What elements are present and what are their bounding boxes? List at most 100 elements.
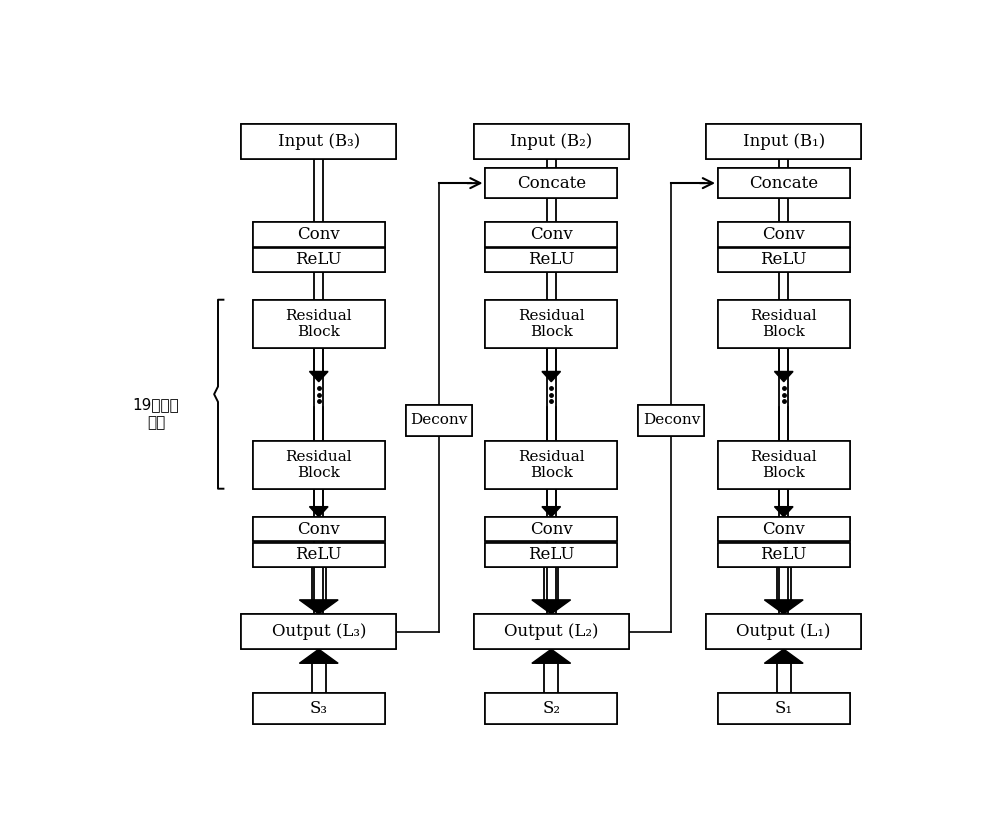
Bar	[718, 441, 850, 489]
Bar	[253, 300, 385, 348]
Bar	[706, 614, 861, 649]
Bar	[253, 517, 385, 542]
Bar	[485, 441, 617, 489]
Text: Conv: Conv	[297, 521, 340, 537]
Bar	[706, 614, 861, 649]
Bar	[485, 517, 617, 542]
Text: ReLU: ReLU	[528, 546, 574, 563]
Bar	[718, 517, 850, 542]
Text: Residual
Block: Residual Block	[285, 450, 352, 480]
Text: Concate: Concate	[749, 175, 818, 191]
Text: ReLU: ReLU	[296, 251, 342, 269]
Bar	[718, 441, 850, 489]
Text: Output (L₃): Output (L₃)	[272, 623, 366, 640]
Bar	[638, 405, 704, 435]
Polygon shape	[764, 649, 803, 663]
Text: Input (B₂): Input (B₂)	[510, 133, 592, 150]
Text: Input (B₃): Input (B₃)	[278, 133, 360, 150]
Bar	[485, 248, 617, 272]
Bar	[474, 124, 629, 159]
Text: Residual
Block: Residual Block	[750, 309, 817, 339]
Text: S₃: S₃	[310, 700, 328, 717]
Bar	[253, 222, 385, 246]
Polygon shape	[309, 371, 328, 382]
Bar	[253, 542, 385, 567]
Text: Output (L₂): Output (L₂)	[504, 623, 598, 640]
Text: ReLU: ReLU	[296, 251, 342, 269]
Bar	[718, 300, 850, 348]
Bar	[485, 300, 617, 348]
Polygon shape	[764, 600, 803, 614]
Bar	[718, 248, 850, 272]
Bar	[474, 614, 629, 649]
Bar	[241, 614, 396, 649]
Bar	[241, 614, 396, 649]
Polygon shape	[542, 507, 561, 517]
Bar	[718, 542, 850, 567]
Text: Residual
Block: Residual Block	[750, 309, 817, 339]
Bar	[485, 542, 617, 567]
Bar	[253, 441, 385, 489]
Text: Conv: Conv	[297, 225, 340, 243]
Bar	[253, 517, 385, 542]
Text: ReLU: ReLU	[528, 251, 574, 269]
Text: Concate: Concate	[749, 175, 818, 191]
Polygon shape	[299, 600, 338, 614]
Text: Residual
Block: Residual Block	[750, 450, 817, 480]
Text: ReLU: ReLU	[528, 546, 574, 563]
Bar	[718, 222, 850, 246]
Text: Residual
Block: Residual Block	[518, 450, 585, 480]
Bar	[253, 693, 385, 724]
Polygon shape	[774, 507, 793, 517]
Bar	[718, 168, 850, 199]
Text: Output (L₂): Output (L₂)	[504, 623, 598, 640]
Text: Residual
Block: Residual Block	[750, 450, 817, 480]
Bar	[485, 693, 617, 724]
Bar	[253, 248, 385, 272]
Bar	[485, 222, 617, 246]
Bar	[485, 222, 617, 246]
Bar	[706, 124, 861, 159]
Text: Output (L₁): Output (L₁)	[736, 623, 831, 640]
Text: Residual
Block: Residual Block	[518, 309, 585, 339]
Bar	[718, 300, 850, 348]
Bar	[253, 222, 385, 246]
Text: Conv: Conv	[297, 225, 340, 243]
Text: ReLU: ReLU	[296, 546, 342, 563]
Bar	[253, 441, 385, 489]
Text: Deconv: Deconv	[410, 414, 468, 427]
Bar	[253, 542, 385, 567]
Text: Conv: Conv	[530, 225, 573, 243]
Text: Input (B₁): Input (B₁)	[743, 133, 825, 150]
Text: ReLU: ReLU	[761, 546, 807, 563]
Text: Conv: Conv	[530, 521, 573, 537]
Polygon shape	[542, 371, 561, 382]
Text: S₁: S₁	[775, 700, 793, 717]
Polygon shape	[299, 649, 338, 663]
Bar	[241, 124, 396, 159]
Bar	[474, 614, 629, 649]
Text: ReLU: ReLU	[761, 251, 807, 269]
Bar	[718, 222, 850, 246]
Bar	[718, 168, 850, 199]
Bar	[485, 300, 617, 348]
Text: Input (B₁): Input (B₁)	[743, 133, 825, 150]
Text: Residual
Block: Residual Block	[285, 309, 352, 339]
Bar	[485, 693, 617, 724]
Polygon shape	[774, 371, 793, 382]
Bar	[485, 168, 617, 199]
Bar	[241, 124, 396, 159]
Bar	[253, 248, 385, 272]
Text: Residual
Block: Residual Block	[518, 309, 585, 339]
Bar	[485, 168, 617, 199]
Text: Residual
Block: Residual Block	[285, 309, 352, 339]
Text: Deconv: Deconv	[643, 414, 700, 427]
Bar	[718, 248, 850, 272]
Text: Conv: Conv	[297, 521, 340, 537]
Bar	[253, 300, 385, 348]
Text: Input (B₃): Input (B₃)	[278, 133, 360, 150]
Text: Conv: Conv	[762, 521, 805, 537]
Text: Conv: Conv	[762, 225, 805, 243]
Text: ReLU: ReLU	[296, 546, 342, 563]
Text: Input (B₂): Input (B₂)	[510, 133, 592, 150]
